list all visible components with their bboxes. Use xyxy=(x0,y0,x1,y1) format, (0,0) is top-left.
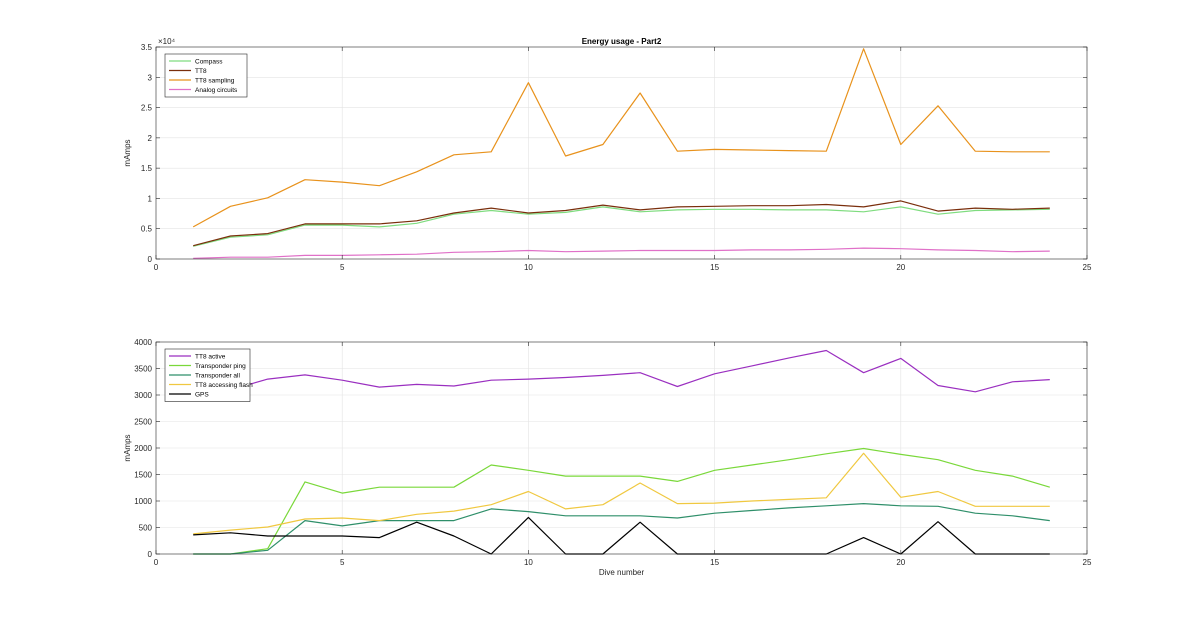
x-tick-label: 0 xyxy=(154,558,159,567)
series-line-tt8 xyxy=(193,200,1050,247)
axes-box xyxy=(155,46,1088,260)
x-tick-label: 10 xyxy=(524,263,533,272)
x-tick-label: 25 xyxy=(1083,263,1092,272)
series-line-transponder-ping xyxy=(193,447,1050,555)
y-tick-label: 1500 xyxy=(134,471,152,480)
x-tick-label: 10 xyxy=(524,558,533,567)
legend-entry: Analog circuits xyxy=(195,87,238,94)
y-tick-label: 1.5 xyxy=(141,164,153,173)
series-line-analog-circuits xyxy=(193,247,1050,259)
y-axis-label: mAmps xyxy=(123,434,132,461)
legend-entry: TT8 active xyxy=(195,353,226,360)
x-tick-label: 5 xyxy=(340,263,345,272)
series-line-tt8-sampling xyxy=(192,48,1050,228)
x-tick-label: 20 xyxy=(896,263,905,272)
y-tick-label: 4000 xyxy=(134,338,152,347)
legend-entry: TT8 accessing flash xyxy=(195,382,253,389)
y-tick-label: 2000 xyxy=(134,444,152,453)
legend-entry: TT8 xyxy=(195,68,207,75)
series-line-compass xyxy=(193,206,1050,247)
x-tick-label: 0 xyxy=(154,263,159,272)
y-tick-label: 0 xyxy=(148,550,153,559)
x-axis-label: Dive number xyxy=(599,568,645,577)
y-tick-label: 3000 xyxy=(134,391,152,400)
chart-bottom: 0 5 10 15 20 25 0 500 1000 1500 2000 2500 3000 3500 40… xyxy=(123,338,1092,577)
y-tick-label: 2 xyxy=(148,134,153,143)
x-tick-label: 15 xyxy=(710,263,719,272)
y-tick-label: 3.5 xyxy=(141,43,153,52)
chart-title: Energy usage - Part2 xyxy=(582,37,662,46)
y-tick-label: 3500 xyxy=(134,365,152,374)
y-tick-label: 3 xyxy=(148,73,153,82)
chart-top: 0 5 10 15 20 25 0 0.5 1 1.5 2 2.5 3 3.5 ×10⁴ Energy usa… xyxy=(123,37,1092,272)
x-tick-label: 15 xyxy=(710,558,719,567)
legend-entry: Compass xyxy=(195,58,223,65)
legend-entry: Transponder ping xyxy=(195,363,246,370)
series-line-tt8-active xyxy=(193,349,1050,398)
y-exponent-label: ×10⁴ xyxy=(158,37,176,46)
y-tick-label: 1 xyxy=(148,194,153,203)
y-tick-label: 500 xyxy=(139,524,153,533)
y-tick-label: 1000 xyxy=(134,497,152,506)
y-tick-label: 2.5 xyxy=(141,104,153,113)
x-tick-label: 20 xyxy=(896,558,905,567)
y-tick-label: 2500 xyxy=(134,418,152,427)
series-line-tt8-accessing-flash xyxy=(193,452,1050,535)
series-line-transponder-all xyxy=(193,503,1050,555)
x-tick-label: 5 xyxy=(340,558,345,567)
legend-entry: Transponder all xyxy=(195,372,240,379)
y-axis-label: mAmps xyxy=(123,139,132,166)
y-tick-label: 0 xyxy=(148,255,153,264)
legend-entry: GPS xyxy=(195,391,209,398)
series-line-gps xyxy=(193,516,1050,555)
legend-entry: TT8 sampling xyxy=(195,77,235,84)
y-tick-label: 0.5 xyxy=(141,225,153,234)
x-tick-label: 25 xyxy=(1083,558,1092,567)
